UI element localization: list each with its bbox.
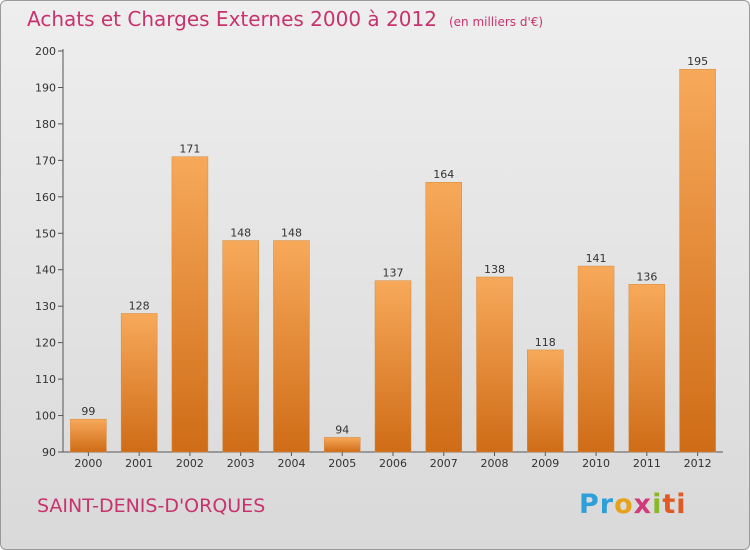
x-tick-label-2005: 2005 [328,457,356,470]
x-tick-label-2006: 2006 [379,457,407,470]
x-tick-label-2010: 2010 [582,457,610,470]
y-tick-label: 180 [35,118,56,131]
bar-2003 [222,240,259,453]
bars [70,68,716,453]
y-tick-label: 120 [35,337,56,350]
bar-2008 [476,276,513,453]
bar-2004 [273,240,310,453]
y-tick-label: 190 [35,81,56,94]
x-tick-label-2003: 2003 [227,457,255,470]
value-label-2011: 136 [636,270,657,283]
bar-2006 [374,280,412,453]
logo-letter-i: i [652,489,663,520]
logo-letters-ti: ti [662,489,687,520]
x-tick-label-2008: 2008 [481,457,509,470]
value-label-2008: 138 [484,263,505,276]
x-tick-label-2009: 2009 [531,457,559,470]
value-label-2012: 195 [687,55,708,68]
logo-letters-pr: Pr [579,489,615,520]
proxiti-logo: Proxiti [579,489,687,520]
chart-title: Achats et Charges Externes 2000 à 2012 (e… [27,7,543,31]
logo-letter-x: x [633,489,653,520]
bar-2001 [120,313,158,453]
x-tick-label-2011: 2011 [633,457,661,470]
value-label-2000: 99 [81,405,95,418]
chart-title-text: Achats et Charges Externes 2000 à 2012 [27,7,437,31]
y-tick-label: 150 [35,227,56,240]
bar-2010 [577,265,615,453]
y-tick-label: 90 [42,446,56,459]
value-label-2007: 164 [433,168,454,181]
chart-unit: (en milliers d'€) [448,15,544,29]
value-label-2001: 128 [129,299,150,312]
x-tick-label-2001: 2001 [125,457,153,470]
y-tick-label: 100 [35,410,56,423]
value-label-2002: 171 [179,143,200,156]
value-label-2009: 118 [535,336,556,349]
x-tick-label-2002: 2002 [176,457,204,470]
x-tick-label-2012: 2012 [684,457,712,470]
x-tick-label-2007: 2007 [430,457,458,470]
bar-2005 [323,437,361,453]
x-tick-label-2000: 2000 [74,457,102,470]
bar-2000 [70,418,107,453]
logo-letter-o: o [614,489,634,520]
y-tick-label: 110 [35,373,56,386]
bar-2011 [628,284,666,453]
value-label-2005: 94 [335,423,349,436]
y-tick-label: 130 [35,300,56,313]
bar-2002 [171,156,209,453]
y-tick-label: 200 [35,45,56,58]
value-label-2003: 148 [230,227,251,240]
y-tick-label: 160 [35,191,56,204]
bar-2007 [425,181,463,453]
bar-2012 [679,68,716,453]
x-tick-label-2004: 2004 [277,457,305,470]
value-label-2010: 141 [586,252,607,265]
axes: 90 100 110 120 130 140 150 160 170 180 190 200 2000 2… [35,45,723,470]
commune-name: SAINT-DENIS-D'ORQUES [37,495,266,517]
y-tick-label: 170 [35,154,56,167]
value-label-2006: 137 [383,267,404,280]
value-labels: 99 128 171 148 148 94 137 164 138 118 141 136 195 [81,55,708,436]
y-tick-label: 140 [35,264,56,277]
bar-2009 [527,349,564,453]
value-label-2004: 148 [281,227,302,240]
